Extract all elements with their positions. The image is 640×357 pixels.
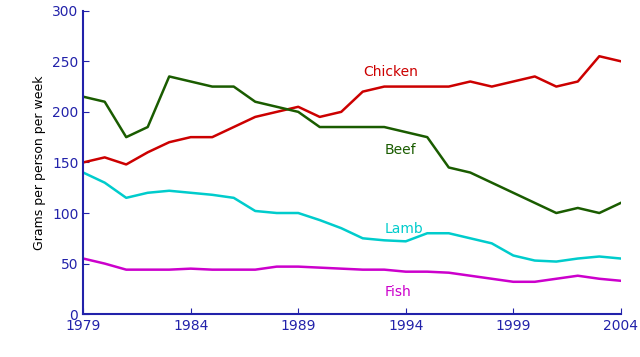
Y-axis label: Grams per person per week: Grams per person per week xyxy=(33,75,47,250)
Text: Beef: Beef xyxy=(384,144,416,157)
Text: Chicken: Chicken xyxy=(363,65,418,80)
Text: Lamb: Lamb xyxy=(384,222,423,236)
Text: Fish: Fish xyxy=(384,285,411,299)
